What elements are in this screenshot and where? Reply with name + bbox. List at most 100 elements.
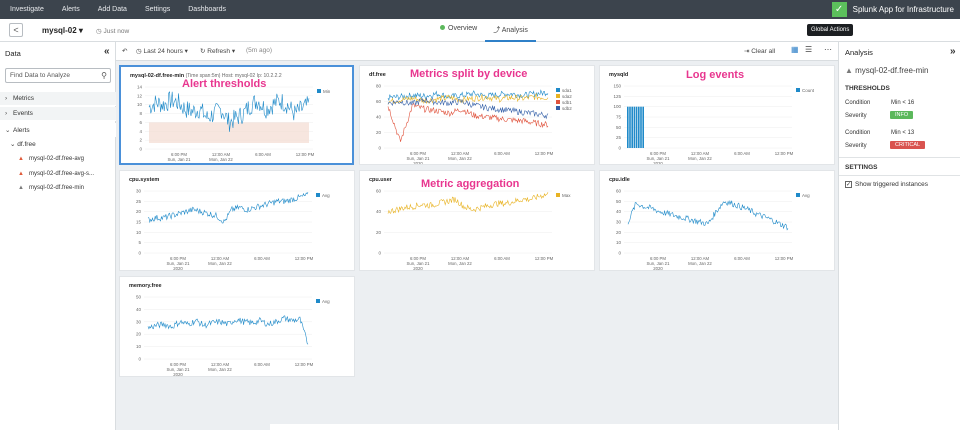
bar	[629, 106, 631, 148]
x-tick-label: 6:00 PM	[170, 256, 186, 261]
y-tick-label: 30	[136, 189, 142, 194]
y-tick-label: 0	[139, 147, 142, 152]
show-triggered-checkbox[interactable]: ✓ Show triggered instances	[845, 181, 928, 188]
section-alerts[interactable]: ⌄ Alerts	[0, 123, 116, 137]
divider	[839, 157, 960, 158]
more-actions-icon[interactable]: ⋯	[824, 45, 832, 54]
x-tick-label: 6:00 PM	[410, 256, 426, 261]
legend-label: sdb1	[562, 100, 572, 105]
series-line	[627, 200, 789, 231]
threshold-band	[149, 122, 309, 143]
y-tick-label: 12	[137, 93, 143, 98]
legend-swatch	[316, 299, 320, 303]
chart-card-cpu-idle[interactable]: 60 50 40 30 20 10 0 6:00 PM Sun, Jan 21 2020 12:00…	[599, 170, 835, 271]
collapse-right-icon[interactable]: »	[950, 46, 956, 57]
x-tick-label: 6:00 AM	[494, 151, 510, 156]
clear-all-button[interactable]: ⇥ Clear all	[744, 47, 775, 55]
alert-item[interactable]: ▲ mysql-02-df.free-avg	[18, 156, 84, 162]
y-tick-label: 8	[139, 111, 142, 116]
analysis-entity: ▲ mysql-02-df.free-min	[845, 66, 929, 75]
y-tick-label: 0	[138, 357, 141, 362]
time-range-label: Last 24 hours	[143, 48, 183, 55]
chart-card-memory-free[interactable]: 50 40 30 20 10 0 6:00 PM Sun, Jan 21 2020 12:00 A…	[119, 276, 355, 377]
nav-add-data[interactable]: Add Data	[97, 6, 127, 13]
x-tick-label: 12:00 PM	[295, 256, 314, 261]
legend-swatch	[556, 106, 560, 110]
analysis-panel-title: Analysis	[845, 48, 873, 57]
alert-group-df-free[interactable]: ⌄ df.free	[10, 140, 36, 148]
splunk-logo-icon: ✓	[831, 2, 847, 17]
chart-card-cpu-system[interactable]: 30 25 20 15 10 5 0 6:00 PM Sun, Jan 21 2020 12:00 …	[119, 170, 355, 271]
card-title: mysqld	[609, 72, 628, 78]
y-tick-label: 80	[376, 84, 382, 89]
legend-label: Count	[802, 88, 815, 93]
nav-investigate[interactable]: Investigate	[10, 6, 44, 13]
x-tick-label: Mon, Jan 22	[208, 261, 232, 266]
bar	[640, 106, 642, 148]
y-tick-label: 0	[618, 146, 621, 151]
undo-icon[interactable]: ↶	[122, 48, 128, 55]
show-triggered-label: Show triggered instances	[855, 181, 928, 189]
y-tick-label: 30	[136, 319, 142, 324]
x-tick-label: Mon, Jan 22	[448, 261, 472, 266]
view-tabs: Overview ⤴ Analysis	[432, 19, 536, 42]
callout-alert-thresholds: Alert thresholds	[182, 78, 267, 90]
y-tick-label: 5	[138, 240, 141, 245]
time-range-picker[interactable]: ◷ Last 24 hours ▾	[136, 48, 188, 55]
tab-analysis[interactable]: ⤴ Analysis	[485, 19, 536, 42]
x-tick-label: Sun, Jan 21	[647, 261, 671, 266]
bar	[631, 106, 633, 148]
legend-swatch	[317, 89, 321, 93]
y-tick-label: 40	[136, 307, 142, 312]
x-tick-label: 12:00 AM	[451, 256, 470, 261]
app-brand[interactable]: ✓ Splunk App for Infrastructure	[831, 2, 954, 17]
x-tick-label: 6:00 PM	[650, 256, 666, 261]
x-tick-label: 6:00 PM	[171, 152, 187, 157]
entity-header: < mysql-02 ▾ ◷ Just now Overview ⤴ Analy…	[0, 19, 960, 42]
search-placeholder: Find Data to Analyze	[10, 72, 70, 79]
list-view-icon[interactable]: ☰	[805, 45, 813, 54]
y-tick-label: 75	[616, 115, 622, 120]
chart-card-df-free[interactable]: 80 60 40 20 0 6:00 PM Sun, Jan 21 2020 12:00 AM M…	[359, 65, 595, 165]
y-tick-label: 14	[137, 85, 143, 90]
y-tick-label: 125	[613, 94, 621, 99]
data-panel-title: Data	[5, 49, 21, 58]
collapse-left-icon[interactable]: «	[104, 46, 110, 57]
grid-view-icon[interactable]: ▦	[791, 45, 799, 54]
callout-metric-aggregation: Metric aggregation	[421, 178, 520, 190]
alert-bell-icon: ▲	[845, 66, 856, 75]
x-tick-label: 2020	[173, 266, 183, 270]
divider	[839, 175, 960, 176]
alert-item-label: mysql-02-df.free-avg	[29, 156, 85, 162]
threshold-severity-key: Severity	[845, 143, 867, 149]
tab-overview[interactable]: Overview	[432, 19, 485, 42]
section-metrics[interactable]: › Metrics	[0, 92, 116, 106]
y-tick-label: 25	[616, 135, 622, 140]
card-title-name: cpu.user	[369, 177, 392, 183]
series-line	[147, 315, 309, 345]
clock-icon: ◷	[136, 48, 144, 55]
refresh-button[interactable]: ↻ Refresh ▾	[200, 48, 236, 55]
y-tick-label: 60	[376, 99, 382, 104]
x-tick-label: Mon, Jan 22	[208, 367, 232, 372]
nav-alerts[interactable]: Alerts	[61, 6, 80, 13]
nav-settings[interactable]: Settings	[144, 6, 171, 13]
section-events[interactable]: › Events	[0, 107, 116, 121]
data-search-input[interactable]: Find Data to Analyze ⚲	[5, 68, 111, 83]
section-alerts-label: Alerts	[13, 127, 30, 134]
series-line	[387, 89, 549, 102]
series-line	[387, 93, 549, 105]
chart-card-mysqld[interactable]: 150 125 100 75 50 25 0 6:00 PM Sun, Jan 21 2020 12…	[599, 65, 835, 165]
back-button[interactable]: <	[9, 23, 23, 37]
alert-item[interactable]: ▲ mysql-02-df.free-min	[18, 185, 84, 191]
alert-item[interactable]: ▲ mysql-02-df.free-avg-s...	[18, 171, 94, 177]
entity-selector[interactable]: mysql-02 ▾	[42, 26, 83, 35]
x-tick-label: 6:00 AM	[734, 151, 750, 156]
threshold-condition-value: Min < 16	[891, 100, 915, 106]
nav-dashboards[interactable]: Dashboards	[188, 6, 226, 13]
chart-card-cpu-user[interactable]: 60 40 20 0 6:00 PM Sun, Jan 21 2020 12:00 AM Mon…	[359, 170, 595, 271]
